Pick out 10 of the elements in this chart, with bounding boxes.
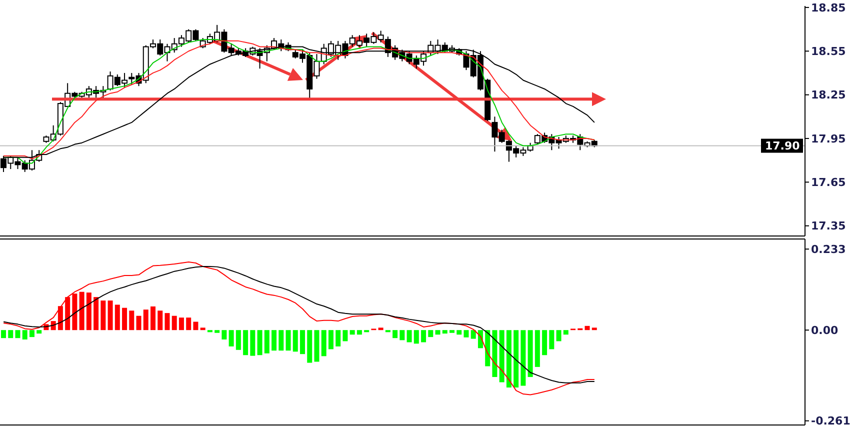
y-tick-label: 0.233 bbox=[811, 242, 846, 256]
y-tick-label: 0.00 bbox=[811, 324, 838, 337]
ref-line-label: 17.90 bbox=[765, 140, 800, 153]
y-tick-label: 17.65 bbox=[811, 176, 846, 190]
y-tick-label: -0.261 bbox=[811, 414, 850, 427]
y-tick-label: 18.25 bbox=[811, 88, 846, 102]
y-tick-label: 18.55 bbox=[811, 45, 846, 58]
y-tick-label: 17.95 bbox=[811, 132, 846, 146]
y-tick-label: 17.35 bbox=[811, 220, 846, 233]
y-tick-label: 18.85 bbox=[811, 1, 846, 14]
